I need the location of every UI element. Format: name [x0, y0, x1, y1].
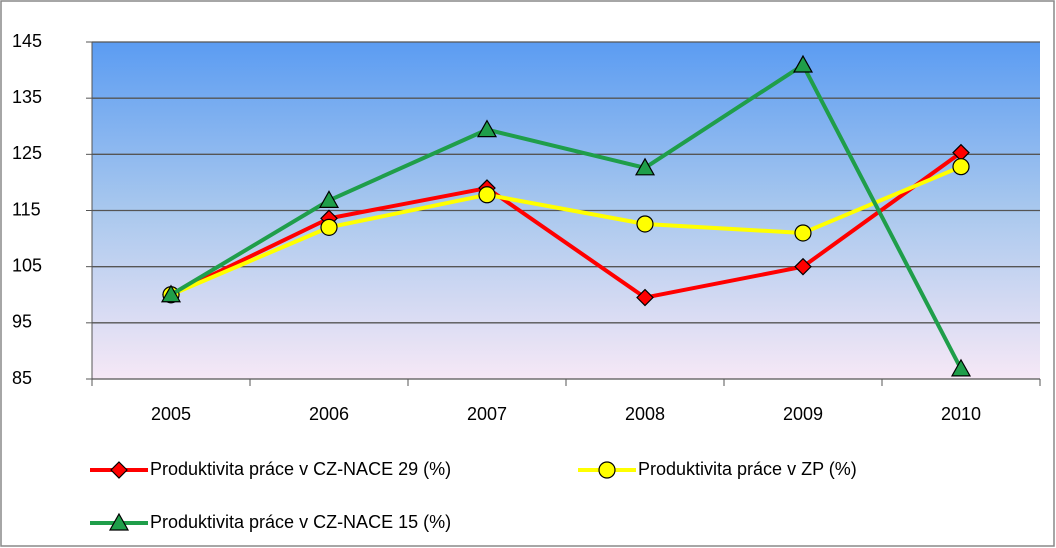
data-point — [952, 158, 970, 176]
data-point — [478, 186, 496, 204]
legend-label: Produktivita práce v ZP (%) — [638, 459, 857, 479]
y-tick-label: 135 — [12, 87, 42, 107]
series-line — [170, 164, 962, 297]
x-tick-label: 2009 — [783, 404, 823, 424]
y-tick-label: 145 — [12, 31, 42, 51]
y-tick-label: 115 — [12, 199, 41, 219]
x-tick-label: 2010 — [941, 404, 981, 424]
data-point — [476, 119, 498, 138]
series-line — [169, 63, 963, 370]
data-point — [950, 358, 972, 377]
y-tick-label: 95 — [12, 312, 32, 332]
data-point — [160, 284, 182, 303]
series-line — [170, 151, 963, 300]
data-point — [320, 218, 338, 236]
y-tick-label: 85 — [12, 368, 32, 388]
x-tick-label: 2006 — [309, 404, 349, 424]
data-point — [792, 54, 814, 73]
legend-marker — [110, 461, 128, 479]
legend-label: Produktivita práce v CZ-NACE 15 (%) — [150, 512, 451, 532]
x-tick-label: 2007 — [467, 404, 507, 424]
data-point — [794, 224, 812, 242]
x-tick-label: 2008 — [625, 404, 665, 424]
data-point — [318, 190, 340, 208]
legend-marker — [598, 461, 616, 479]
y-tick-label: 125 — [12, 143, 42, 163]
data-point — [794, 257, 812, 276]
legend-label: Produktivita práce v CZ-NACE 29 (%) — [150, 459, 451, 479]
x-tick-label: 2005 — [151, 404, 191, 424]
data-point — [634, 157, 656, 176]
data-point — [636, 288, 654, 307]
legend-marker — [108, 512, 130, 531]
data-point — [636, 215, 654, 233]
y-tick-label: 105 — [12, 255, 42, 275]
